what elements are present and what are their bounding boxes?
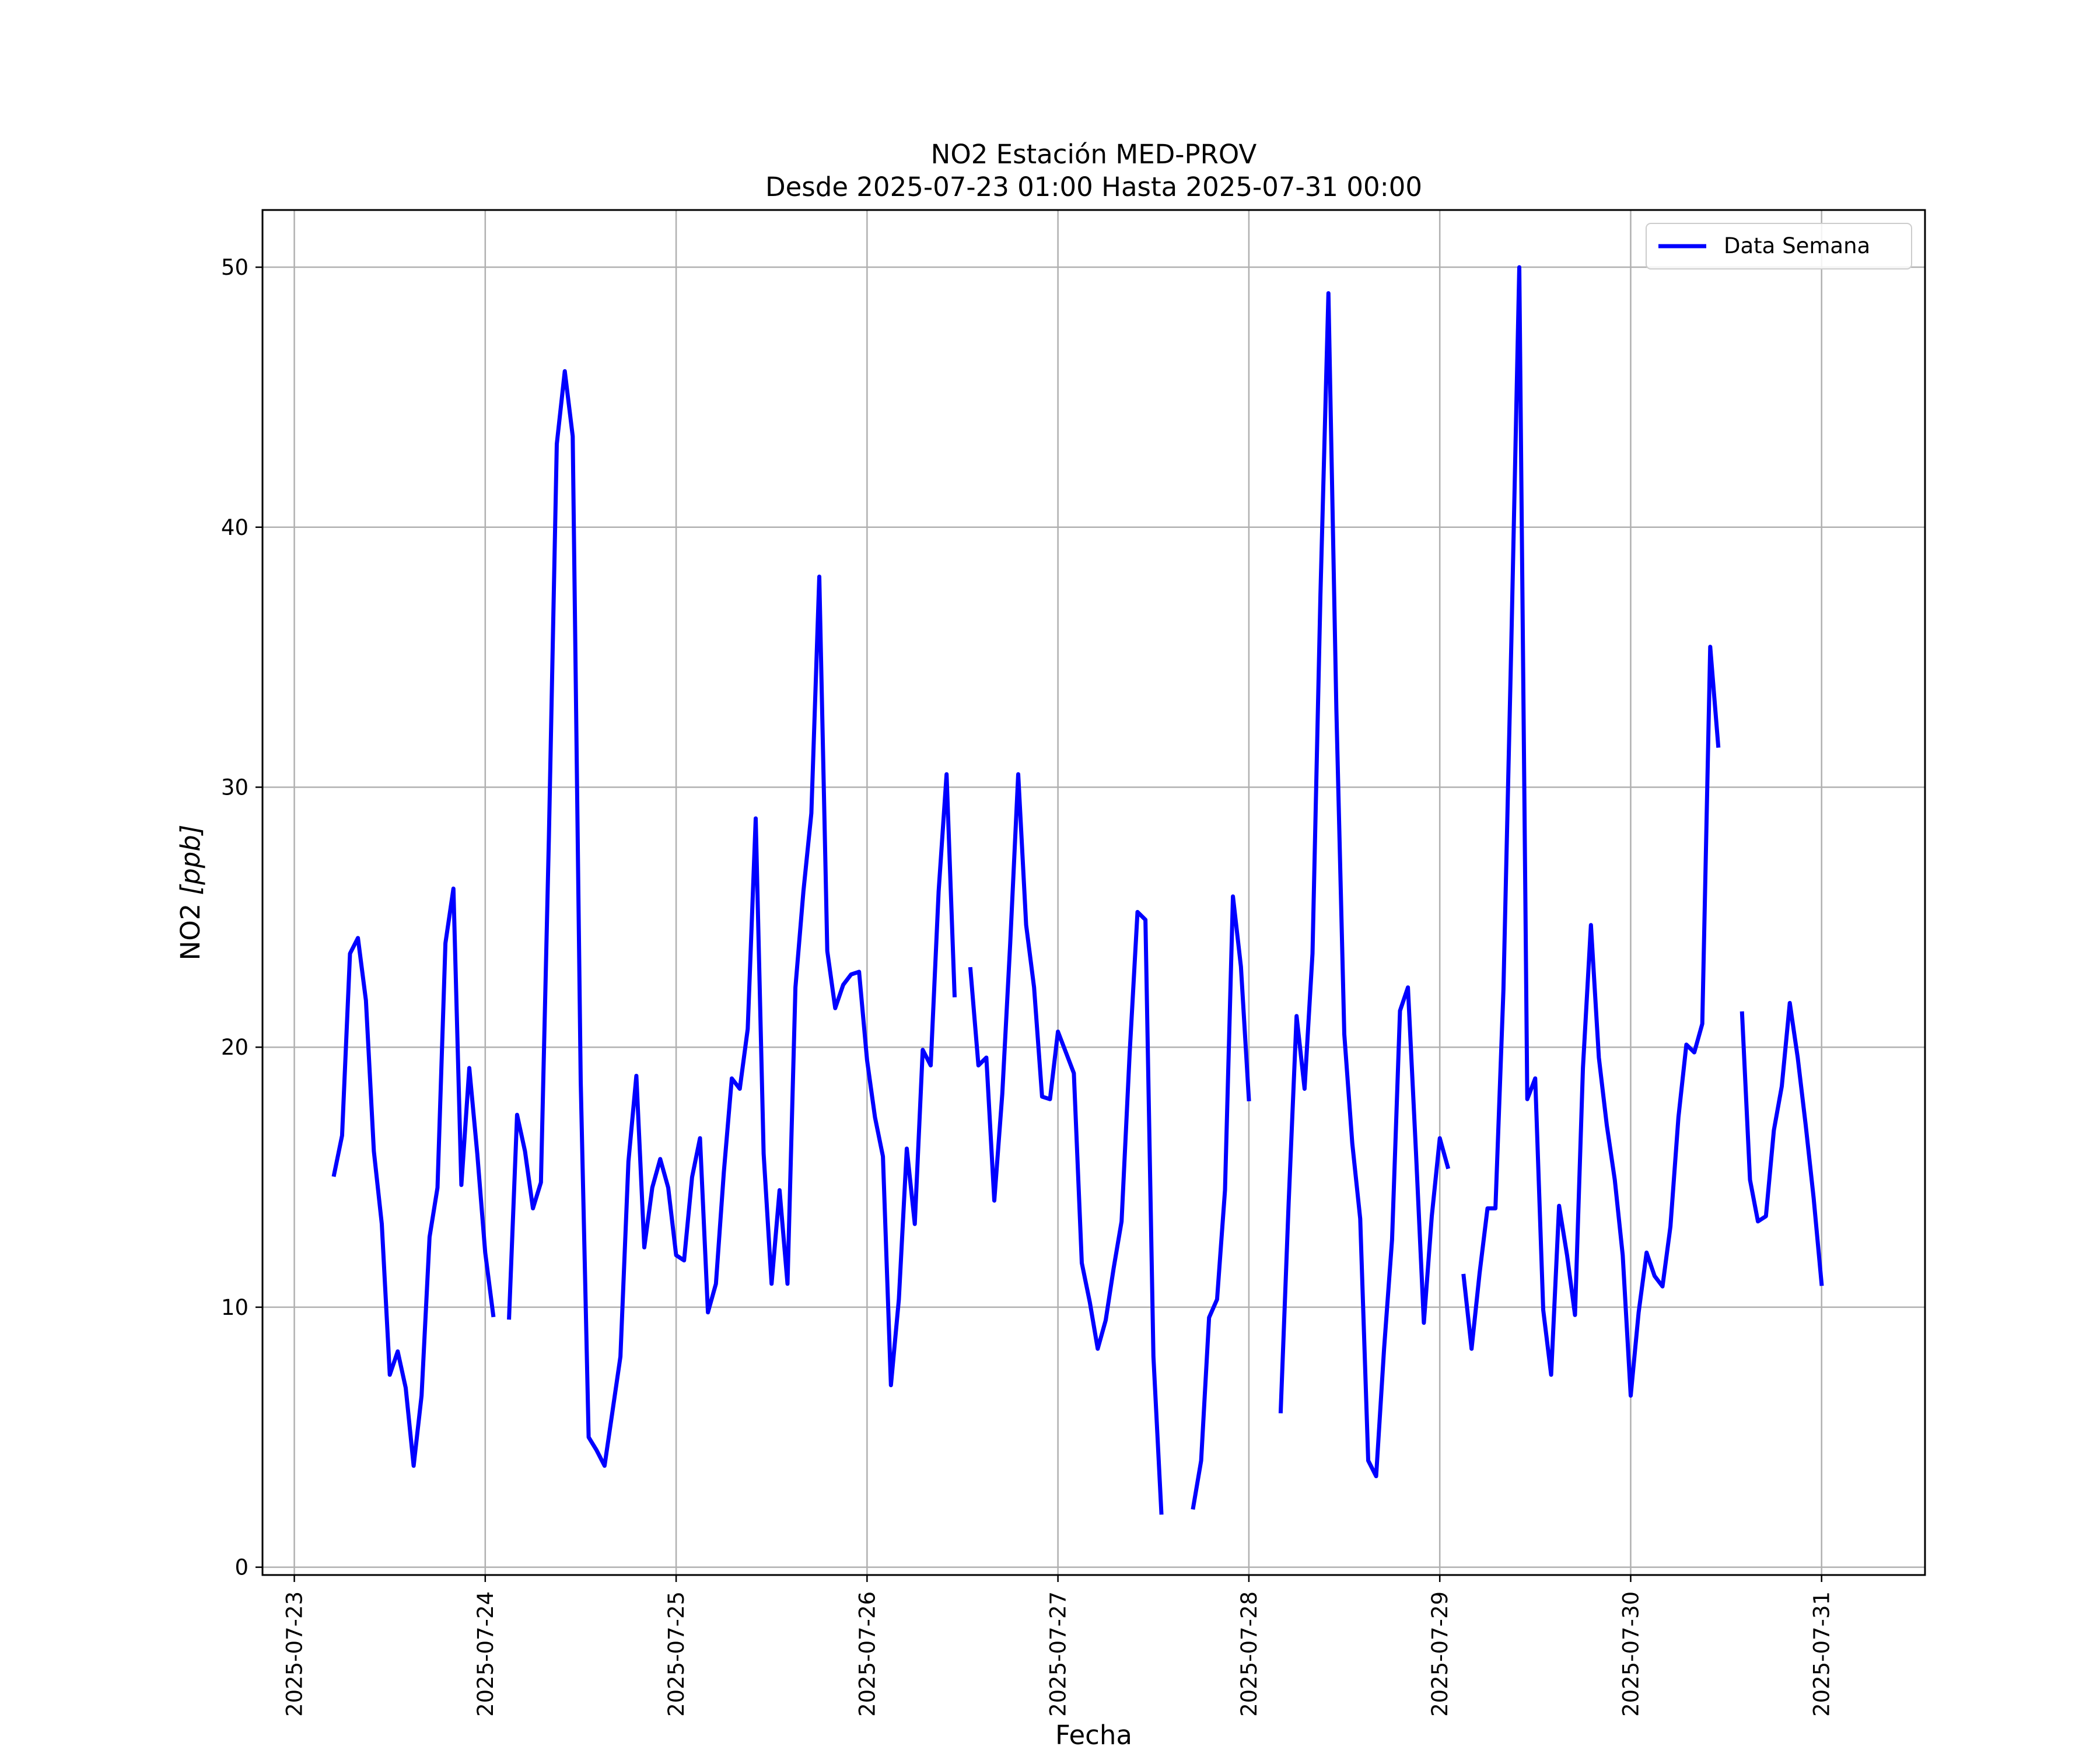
y-tick-label: 0 [235,1555,249,1580]
x-tick-label: 2025-07-29 [1427,1591,1452,1717]
x-axis-label: Fecha [1055,1720,1132,1750]
y-axis-label: NO2 [ppb] [175,825,206,961]
series-line-segment [1278,291,1451,1479]
y-axis-label-unit: [ppb] [175,825,206,895]
series-line-segment [331,886,496,1468]
series-line-segment [968,772,1164,1515]
x-tick-label: 2025-07-23 [282,1591,307,1717]
y-tick-label: 40 [221,515,249,540]
plot-frame [261,209,1926,1576]
legend: Data Semana [1646,223,1912,270]
x-tick-label: 2025-07-27 [1046,1591,1071,1717]
y-tick-label: 20 [221,1035,249,1060]
series-data-semana [331,265,1824,1515]
y-axis-label-text: NO2 [175,895,206,960]
x-tick-label: 2025-07-26 [855,1591,880,1717]
x-tick-label: 2025-07-25 [664,1591,689,1717]
chart-title: NO2 Estación MED-PROV [931,139,1257,170]
series-line-segment [507,369,957,1468]
series-line-segment [1191,894,1251,1510]
x-tick-label: 2025-07-24 [473,1591,498,1717]
y-tick-label: 10 [221,1295,249,1320]
axis-ticks: 2025-07-23 2025-07-24 2025-07-25 2025-07-26… [221,255,1835,1717]
series-line-segment [1740,1000,1824,1286]
x-tick-label: 2025-07-30 [1618,1591,1643,1717]
x-tick-label: 2025-07-28 [1237,1591,1262,1717]
y-tick-label: 30 [221,775,249,800]
chart-subtitle: Desde 2025-07-23 01:00 Hasta 2025-07-31 … [765,172,1422,202]
grid-lines [262,210,1925,1575]
x-tick-label: 2025-07-31 [1810,1591,1835,1717]
legend-box [1646,223,1912,270]
series-line-segment [1461,265,1721,1398]
y-tick-label: 50 [221,255,249,280]
legend-label-data-semana: Data Semana [1724,233,1870,258]
